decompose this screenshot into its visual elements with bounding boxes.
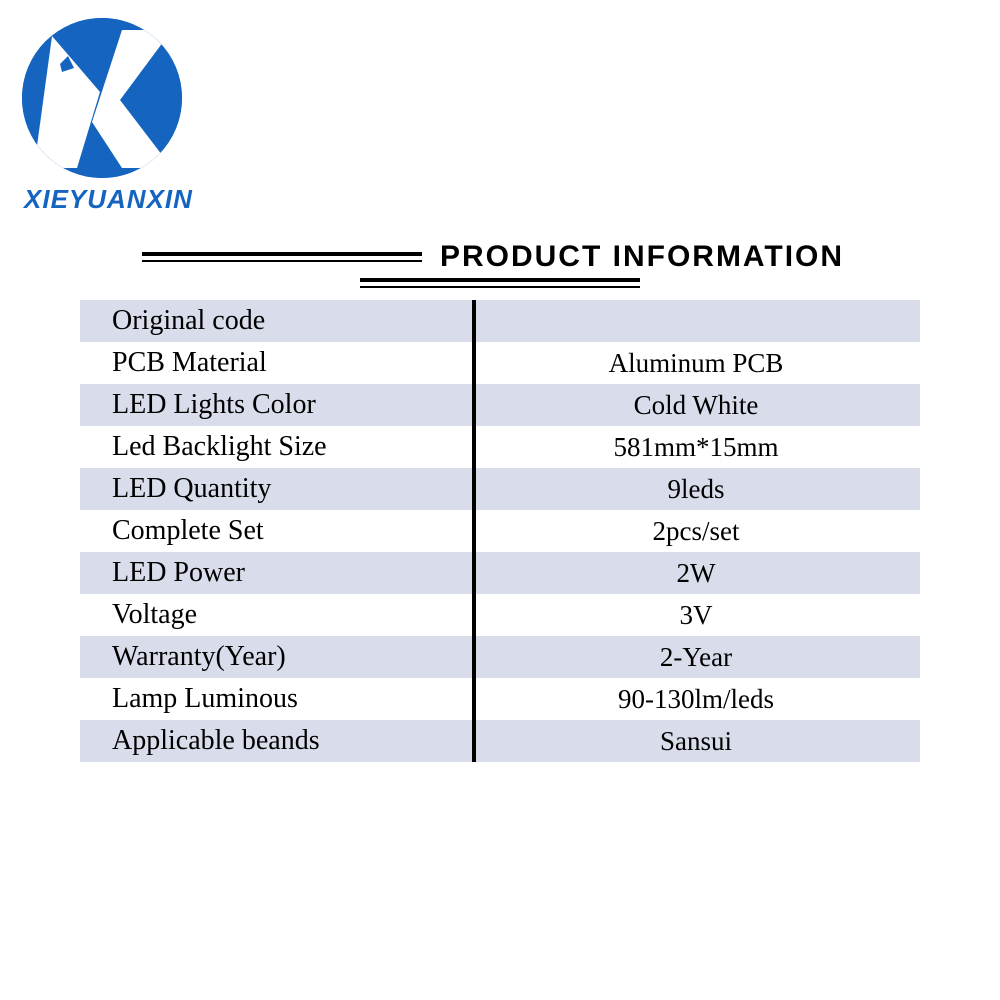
- product-info-page: XIEYUANXIN PRODUCT INFORMATION Original …: [0, 0, 1000, 1000]
- table-row: Lamp Luminous 90-130lm/leds: [80, 678, 920, 720]
- table-row: Complete Set 2pcs/set: [80, 510, 920, 552]
- spec-label: Warranty(Year): [80, 641, 472, 673]
- table-row: Voltage 3V: [80, 594, 920, 636]
- section-title: PRODUCT INFORMATION: [426, 240, 858, 274]
- table-row: Warranty(Year) 2-Year: [80, 636, 920, 678]
- table-row: LED Power 2W: [80, 552, 920, 594]
- spec-value: 2pcs/set: [472, 516, 920, 547]
- spec-label: Original code: [80, 305, 472, 337]
- table-row: Led Backlight Size 581mm*15mm: [80, 426, 920, 468]
- spec-label: Lamp Luminous: [80, 683, 472, 715]
- title-rule-left: [142, 252, 422, 262]
- spec-value: Sansui: [472, 726, 920, 757]
- spec-value: 3V: [472, 600, 920, 631]
- title-rule-right: [360, 278, 640, 288]
- table-center-divider: [472, 300, 476, 762]
- spec-value: Cold White: [472, 390, 920, 421]
- spec-label: PCB Material: [80, 347, 472, 379]
- spec-label: LED Quantity: [80, 473, 472, 505]
- brand-logo-icon: [22, 18, 182, 178]
- spec-label: LED Lights Color: [80, 389, 472, 421]
- spec-value: 2-Year: [472, 642, 920, 673]
- table-row: Applicable beands Sansui: [80, 720, 920, 762]
- brand-name: XIEYUANXIN: [22, 184, 193, 215]
- spec-value: 9leds: [472, 474, 920, 505]
- spec-table: Original code PCB Material Aluminum PCB …: [80, 300, 920, 762]
- table-row: Original code: [80, 300, 920, 342]
- spec-label: Applicable beands: [80, 725, 472, 757]
- spec-label: Voltage: [80, 599, 472, 631]
- table-row: LED Quantity 9leds: [80, 468, 920, 510]
- spec-label: Led Backlight Size: [80, 431, 472, 463]
- table-row: LED Lights Color Cold White: [80, 384, 920, 426]
- spec-label: Complete Set: [80, 515, 472, 547]
- spec-value: 581mm*15mm: [472, 432, 920, 463]
- logo-x-icon: [22, 18, 182, 178]
- spec-label: LED Power: [80, 557, 472, 589]
- section-title-row: PRODUCT INFORMATION: [0, 240, 1000, 292]
- spec-value: 2W: [472, 558, 920, 589]
- spec-value: 90-130lm/leds: [472, 684, 920, 715]
- brand-logo-block: XIEYUANXIN: [22, 18, 193, 215]
- spec-value: Aluminum PCB: [472, 348, 920, 379]
- table-row: PCB Material Aluminum PCB: [80, 342, 920, 384]
